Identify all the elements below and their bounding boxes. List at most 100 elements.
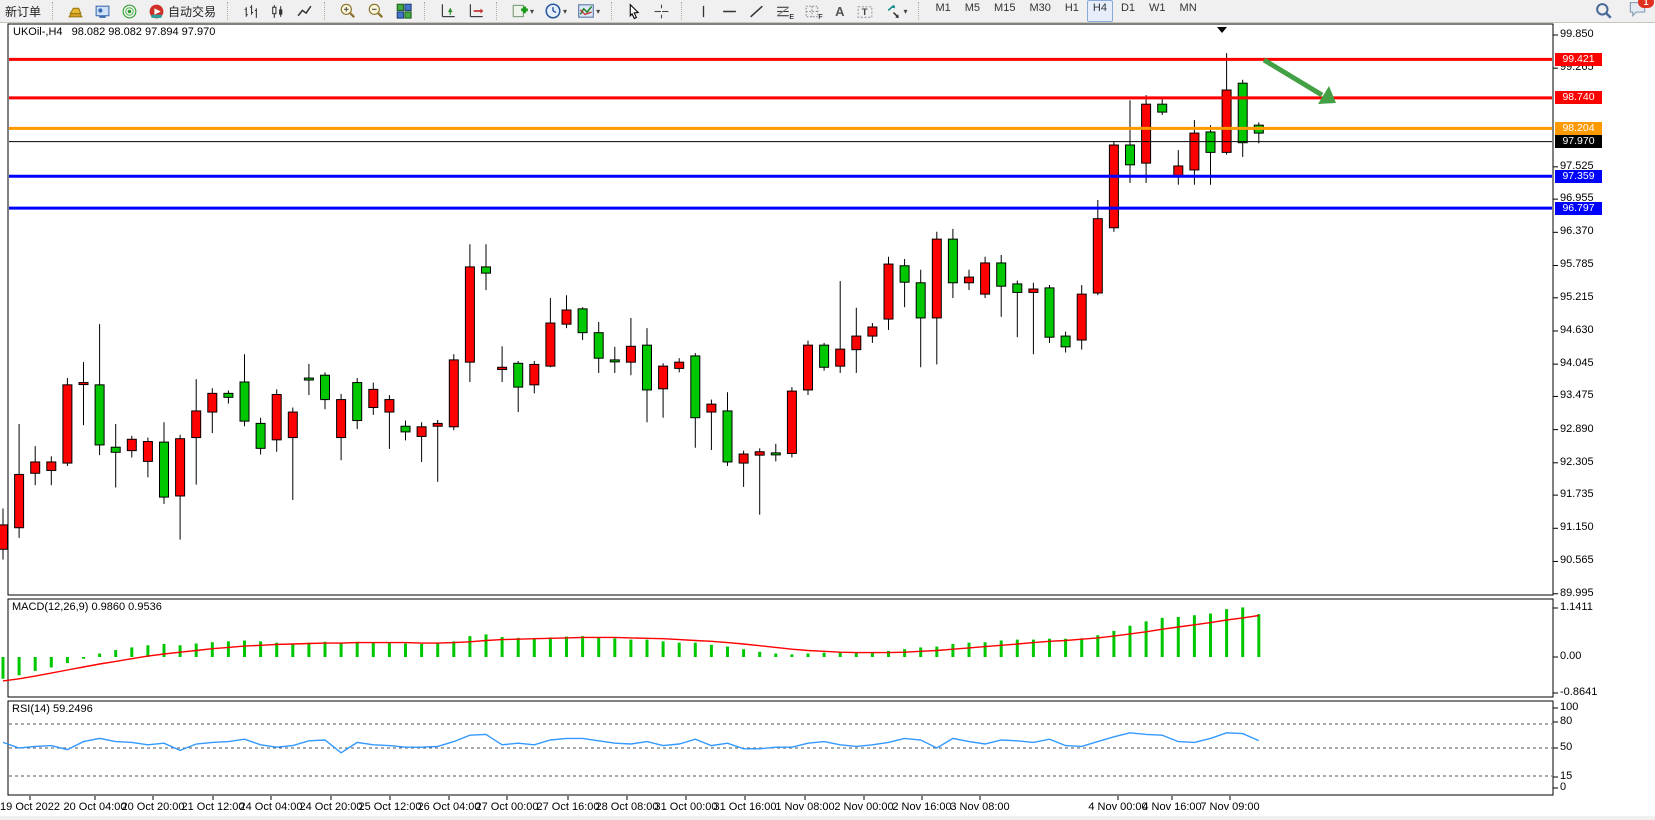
price-badge: 97.970 <box>1555 135 1602 149</box>
vertical-line-icon[interactable] <box>692 0 715 22</box>
toolbar-separator <box>227 2 234 20</box>
fibonacci-icon[interactable]: E <box>771 0 798 22</box>
bar-chart-icon[interactable] <box>238 0 263 22</box>
toolbar-separator <box>424 2 431 20</box>
data-window-icon[interactable] <box>90 0 115 22</box>
chart-title: UKOil-,H4 98.082 98.082 97.894 97.970 <box>13 26 215 38</box>
rsi-tick-label: 50 <box>1560 741 1573 753</box>
trendline-icon[interactable] <box>744 0 769 22</box>
search-icon[interactable] <box>1591 0 1617 22</box>
timeframe-m1[interactable]: M1 <box>935 2 951 14</box>
new-order-button[interactable]: 新订单 <box>1 0 45 22</box>
price-tick-label: 96.955 <box>1560 192 1594 205</box>
price-badge: 97.359 <box>1555 169 1602 183</box>
macd-tick-label: 0.00 <box>1560 650 1582 662</box>
macd-signal-line <box>2 614 1259 682</box>
rsi-line <box>2 732 1260 754</box>
zoom-out-icon[interactable] <box>363 0 389 22</box>
market-watch-icon[interactable] <box>63 0 88 22</box>
dropdown-caret: ▾ <box>530 6 535 16</box>
toolbar-separator <box>611 2 618 20</box>
auto-scroll-icon[interactable] <box>435 0 461 22</box>
line-chart-icon[interactable] <box>292 0 317 22</box>
price-tick-label: 96.370 <box>1560 225 1594 238</box>
toolbar-separator <box>52 2 59 20</box>
template-chart-icon[interactable]: ▾ <box>573 0 604 22</box>
price-tick-label: 91.150 <box>1560 521 1594 534</box>
rsi-tick-label: 15 <box>1560 770 1573 782</box>
ohlc-values: 98.082 98.082 97.894 97.970 <box>71 26 216 38</box>
rsi-tick-label: 100 <box>1560 701 1579 713</box>
svg-text:T: T <box>862 7 868 18</box>
text-label-icon[interactable]: T <box>852 0 879 22</box>
dropdown-caret: ▾ <box>596 6 601 16</box>
time-tick-label: 24 Oct 04:00 <box>239 801 303 813</box>
crosshair-icon[interactable] <box>649 0 674 22</box>
timeframe-m5[interactable]: M5 <box>964 2 981 14</box>
svg-text:E: E <box>789 11 794 19</box>
time-tick-label: 31 Oct 16:00 <box>713 801 777 813</box>
time-tick-label: 20 Oct 20:00 <box>121 801 185 813</box>
price-tick-label: 92.890 <box>1560 422 1594 435</box>
broadcast-icon[interactable] <box>117 0 142 22</box>
price-badge: 98.740 <box>1555 91 1602 105</box>
rsi-tick-label: 80 <box>1560 715 1573 727</box>
trend-arrow-annotation <box>1262 57 1336 104</box>
toolbar-separator <box>496 2 503 20</box>
price-tick-label: 90.565 <box>1560 554 1594 567</box>
zoom-in-icon[interactable] <box>335 0 361 22</box>
toolbar: 新订单 自动交易 ▾ ▾ ▾ E F A T ▾ <box>0 0 1655 23</box>
timeframe-m15[interactable]: M15 <box>994 2 1016 14</box>
time-tick-label: 21 Oct 12:00 <box>181 801 245 813</box>
time-tick-label: 24 Oct 20:00 <box>299 801 363 813</box>
time-tick-label: 27 Oct 16:00 <box>536 801 600 813</box>
add-indicator-icon[interactable]: ▾ <box>507 0 538 22</box>
auto-trading-button[interactable]: 自动交易 <box>144 0 220 22</box>
chart-shift-icon[interactable] <box>463 0 489 22</box>
price-badge: 98.204 <box>1555 121 1602 135</box>
time-tick-label: 26 Oct 04:00 <box>417 801 481 813</box>
price-badge: 99.421 <box>1555 52 1602 66</box>
time-tick-label: 20 Oct 04:00 <box>63 801 127 813</box>
timeframe-m30[interactable]: M30 <box>1029 2 1051 14</box>
macd-label: MACD(12,26,9) 0.9860 0.9536 <box>12 601 162 613</box>
price-tick-label: 92.305 <box>1560 455 1594 468</box>
price-tick-label: 95.215 <box>1560 290 1594 303</box>
arrows-tool-icon[interactable]: ▾ <box>881 0 911 22</box>
timeframe-d1[interactable]: D1 <box>1120 2 1136 14</box>
time-tick-label: 2 Nov 00:00 <box>834 801 894 813</box>
timeframe-h1[interactable]: H1 <box>1064 2 1079 14</box>
period-clock-icon[interactable]: ▾ <box>540 0 571 22</box>
price-tick-label: 97.525 <box>1560 159 1594 172</box>
time-tick-label: 4 Nov 16:00 <box>1142 801 1202 813</box>
horizontal-line-icon[interactable] <box>717 0 742 22</box>
candlestick-chart-icon[interactable] <box>265 0 290 22</box>
auto-trading-label: 自动交易 <box>168 4 217 19</box>
candlestick-series <box>0 53 1264 560</box>
time-tick-label: 4 Nov 00:00 <box>1088 801 1148 813</box>
time-tick-label: 31 Oct 00:00 <box>654 801 718 813</box>
auto-trading-icon <box>149 4 164 18</box>
rsi-tick-label: 0 <box>1560 781 1567 793</box>
tile-windows-icon[interactable] <box>391 0 417 22</box>
cursor-icon[interactable] <box>622 0 647 22</box>
grid-f-icon[interactable]: F <box>800 0 827 22</box>
price-tick-label: 93.475 <box>1560 389 1594 402</box>
price-tick-label: 95.785 <box>1560 258 1594 271</box>
price-tick-label: 99.850 <box>1560 28 1594 40</box>
symbol-period: UKOil-,H4 <box>13 26 63 38</box>
text-a-icon[interactable]: A <box>835 3 845 19</box>
notification-badge: 1 <box>1638 0 1654 8</box>
timeframe-h4[interactable]: H4 <box>1086 0 1113 22</box>
toolbar-separator <box>681 2 688 20</box>
timeframe-mn[interactable]: MN <box>1179 2 1197 14</box>
timeframe-w1[interactable]: W1 <box>1149 2 1166 14</box>
rsi-label: RSI(14) 59.2496 <box>12 703 93 715</box>
notifications-button[interactable]: 1 <box>1628 0 1654 22</box>
current-bar-marker <box>1217 27 1227 33</box>
svg-text:F: F <box>818 11 823 19</box>
time-tick-label: 28 Oct 08:00 <box>595 801 659 813</box>
macd-tick-label: -0.8641 <box>1560 686 1598 698</box>
